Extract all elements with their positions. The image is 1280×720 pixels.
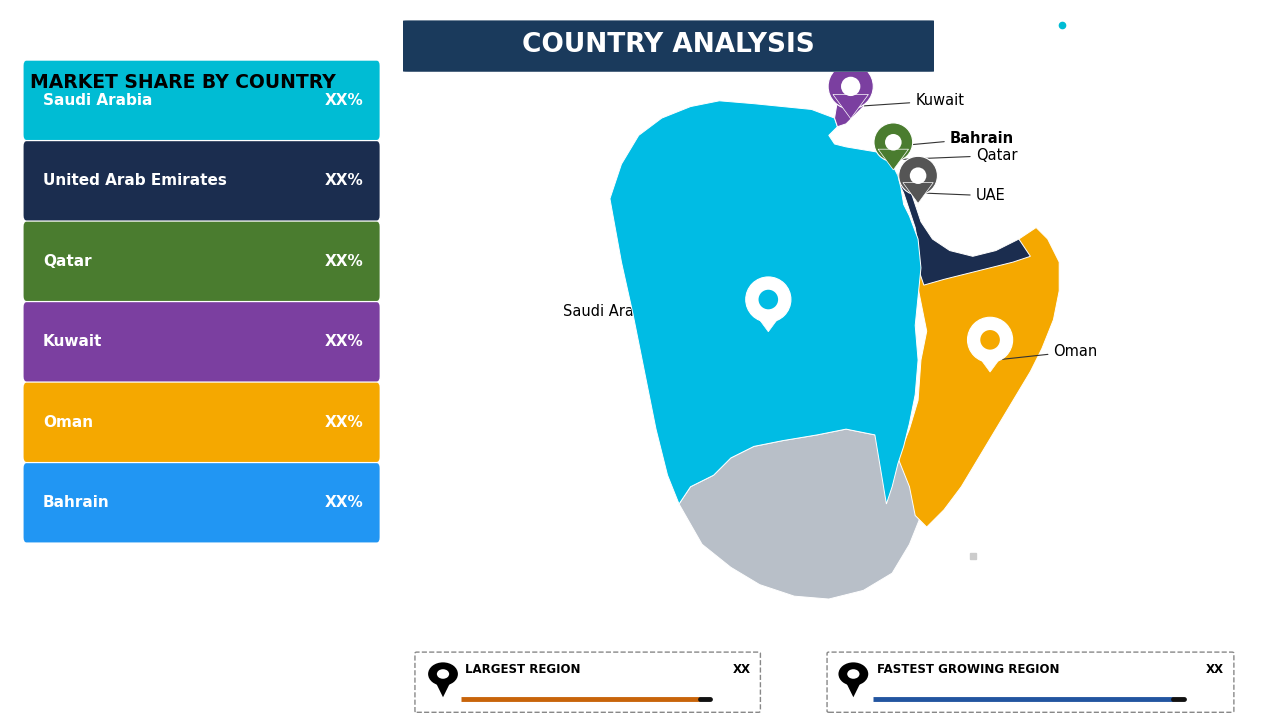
Polygon shape: [434, 680, 452, 697]
FancyBboxPatch shape: [23, 222, 380, 301]
Text: XX: XX: [732, 663, 750, 676]
Polygon shape: [835, 84, 867, 127]
Text: Qatar: Qatar: [899, 148, 1018, 163]
Circle shape: [746, 277, 791, 322]
Text: FASTEST GROWING REGION: FASTEST GROWING REGION: [877, 663, 1060, 676]
Text: Oman: Oman: [998, 344, 1098, 360]
Text: Kuwait: Kuwait: [44, 334, 102, 349]
Text: XX%: XX%: [325, 174, 364, 189]
FancyBboxPatch shape: [23, 60, 380, 140]
Text: XX%: XX%: [325, 415, 364, 430]
Circle shape: [980, 330, 1000, 349]
Text: XX%: XX%: [325, 334, 364, 349]
Text: Saudi Arabia: Saudi Arabia: [563, 304, 760, 320]
Polygon shape: [845, 680, 863, 697]
Circle shape: [910, 167, 927, 184]
Text: Saudi Arabia: Saudi Arabia: [44, 93, 152, 108]
Circle shape: [847, 669, 859, 679]
Polygon shape: [609, 101, 922, 504]
Text: COUNTRY ANALYSIS: COUNTRY ANALYSIS: [522, 32, 815, 58]
Text: XX%: XX%: [325, 93, 364, 108]
Circle shape: [759, 289, 778, 310]
Circle shape: [874, 123, 913, 161]
Text: United Arab Emirates: United Arab Emirates: [44, 174, 227, 189]
FancyBboxPatch shape: [23, 383, 380, 462]
Text: XX%: XX%: [325, 254, 364, 269]
Circle shape: [884, 134, 901, 150]
Circle shape: [841, 77, 860, 96]
Polygon shape: [878, 149, 909, 170]
Circle shape: [828, 64, 873, 109]
Text: XX%: XX%: [325, 495, 364, 510]
Polygon shape: [678, 429, 922, 599]
Text: Qatar: Qatar: [44, 254, 92, 269]
FancyBboxPatch shape: [23, 302, 380, 382]
Text: UAE: UAE: [924, 189, 1005, 203]
Text: MARKET SHARE BY COUNTRY: MARKET SHARE BY COUNTRY: [31, 73, 335, 92]
Circle shape: [759, 290, 778, 309]
Text: Bahrain: Bahrain: [44, 495, 110, 510]
Polygon shape: [899, 222, 1060, 527]
Polygon shape: [973, 348, 1007, 372]
Text: LARGEST REGION: LARGEST REGION: [465, 663, 580, 676]
FancyBboxPatch shape: [23, 463, 380, 542]
Polygon shape: [892, 170, 1030, 285]
FancyBboxPatch shape: [401, 20, 937, 72]
Circle shape: [838, 662, 868, 685]
Text: XX: XX: [1206, 663, 1224, 676]
Circle shape: [980, 330, 1000, 350]
Circle shape: [899, 156, 937, 195]
Polygon shape: [750, 307, 786, 332]
Polygon shape: [902, 183, 933, 203]
Text: Bahrain: Bahrain: [902, 131, 1014, 145]
Circle shape: [428, 662, 458, 685]
Text: Kuwait: Kuwait: [856, 94, 964, 108]
Circle shape: [892, 149, 901, 158]
Text: Oman: Oman: [44, 415, 93, 430]
Polygon shape: [833, 94, 868, 119]
FancyBboxPatch shape: [23, 141, 380, 220]
Circle shape: [436, 669, 449, 679]
Circle shape: [968, 318, 1012, 362]
